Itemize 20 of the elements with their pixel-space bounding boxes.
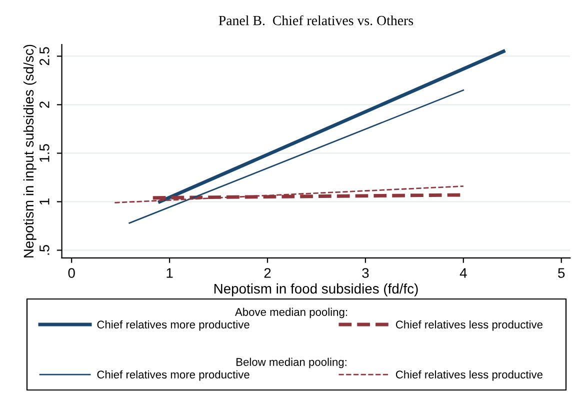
x-tick-label: 5 bbox=[558, 268, 565, 278]
y-tick-label: 2.5 bbox=[39, 47, 50, 66]
text: Below median pooling: bbox=[236, 358, 346, 368]
legend-label: Chief relatives less productive bbox=[396, 320, 542, 331]
x-tick-label: 1 bbox=[166, 268, 173, 278]
x-tick-label: 2 bbox=[264, 268, 271, 278]
y-tick-label: 2 bbox=[39, 102, 50, 108]
y-tick-label: .5 bbox=[40, 245, 50, 255]
y-tick-label: 1.5 bbox=[40, 144, 50, 162]
x-tick-label: 0 bbox=[68, 268, 75, 278]
y-tick-label: 1 bbox=[40, 198, 50, 205]
x-tick-label: 3 bbox=[362, 268, 369, 278]
y-axis-title: Nepotism in input subsidies (sd/sc) bbox=[23, 44, 36, 258]
legend-label: Chief relatives more productive bbox=[97, 320, 250, 331]
text: Above median pooling: bbox=[235, 308, 348, 318]
x-axis-title: Nepotism in food subsidies (fd/fc) bbox=[214, 283, 418, 296]
legend-label: Chief relatives less productive bbox=[396, 370, 542, 381]
x-tick-label: 4 bbox=[460, 268, 467, 278]
legend-label: Chief relatives more productive bbox=[97, 370, 250, 381]
chart-title: Panel B. Chief relatives vs. Others bbox=[218, 15, 414, 26]
